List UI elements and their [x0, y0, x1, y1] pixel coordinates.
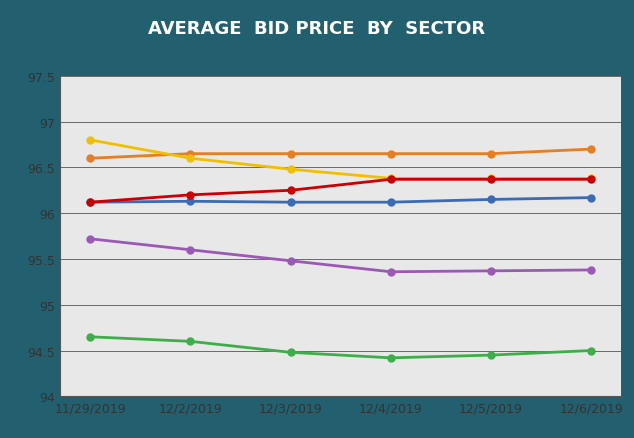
All Industries — [488, 353, 495, 358]
All Industries — [86, 334, 94, 339]
Healthcare & Pharmaceuticals — [86, 156, 94, 162]
Sovereign & Public Finance — [186, 193, 194, 198]
Services: Business: (1, 96.6): Business: (1, 96.6) — [186, 156, 194, 162]
Healthcare & Pharmaceuticals — [488, 152, 495, 157]
High Tech Industries — [186, 199, 194, 205]
High Tech Industries — [588, 195, 595, 201]
Sovereign & Public Finance — [588, 177, 595, 183]
Services: Business: (0, 96.8): Business: (0, 96.8) — [86, 138, 94, 143]
Environmental Industries — [186, 247, 194, 253]
High Tech Industries — [387, 200, 395, 205]
All Industries — [186, 339, 194, 344]
Sovereign & Public Finance — [287, 188, 294, 194]
Line: Environmental Industries: Environmental Industries — [87, 236, 595, 276]
Services: Business: (2, 96.5): Business: (2, 96.5) — [287, 167, 294, 173]
Environmental Industries — [86, 237, 94, 242]
Environmental Industries — [488, 268, 495, 274]
Healthcare & Pharmaceuticals — [588, 147, 595, 152]
Services: Business: (3, 96.4): Business: (3, 96.4) — [387, 177, 395, 182]
All Industries — [588, 348, 595, 353]
Healthcare & Pharmaceuticals — [287, 152, 294, 157]
Line: All Industries: All Industries — [87, 334, 595, 361]
Sovereign & Public Finance — [488, 177, 495, 183]
Text: AVERAGE  BID PRICE  BY  SECTOR: AVERAGE BID PRICE BY SECTOR — [148, 20, 486, 38]
Services: Business: (5, 96.4): Business: (5, 96.4) — [588, 177, 595, 182]
Sovereign & Public Finance — [387, 177, 395, 183]
Sovereign & Public Finance — [86, 200, 94, 205]
Line: Services: Business: Services: Business — [87, 137, 595, 183]
Line: Healthcare & Pharmaceuticals: Healthcare & Pharmaceuticals — [87, 146, 595, 162]
Line: Sovereign & Public Finance: Sovereign & Public Finance — [87, 177, 595, 206]
High Tech Industries — [488, 198, 495, 203]
Environmental Industries — [387, 269, 395, 275]
Healthcare & Pharmaceuticals — [186, 152, 194, 157]
Healthcare & Pharmaceuticals — [387, 152, 395, 157]
All Industries — [287, 350, 294, 355]
Services: Business: (4, 96.4): Business: (4, 96.4) — [488, 177, 495, 182]
High Tech Industries — [287, 200, 294, 205]
High Tech Industries — [86, 200, 94, 205]
Line: High Tech Industries: High Tech Industries — [87, 194, 595, 206]
Environmental Industries — [287, 258, 294, 264]
All Industries — [387, 355, 395, 360]
Environmental Industries — [588, 268, 595, 273]
